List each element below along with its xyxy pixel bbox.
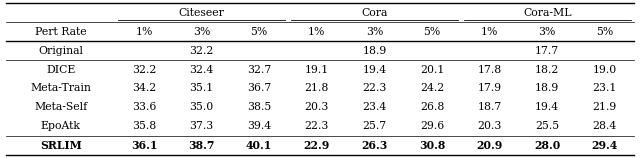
Text: 21.8: 21.8 bbox=[305, 83, 329, 94]
Text: 36.1: 36.1 bbox=[131, 140, 157, 151]
Text: 32.7: 32.7 bbox=[247, 64, 271, 75]
Text: 38.5: 38.5 bbox=[247, 102, 271, 112]
Text: 36.7: 36.7 bbox=[247, 83, 271, 94]
Text: 34.2: 34.2 bbox=[132, 83, 156, 94]
Text: 22.3: 22.3 bbox=[362, 83, 387, 94]
Text: Pert Rate: Pert Rate bbox=[35, 27, 86, 37]
Text: 20.9: 20.9 bbox=[477, 140, 503, 151]
Text: Meta-Self: Meta-Self bbox=[34, 102, 88, 112]
Text: SRLIM: SRLIM bbox=[40, 140, 82, 151]
Text: Cora: Cora bbox=[361, 8, 388, 18]
Text: 32.4: 32.4 bbox=[189, 64, 214, 75]
Text: 39.4: 39.4 bbox=[247, 121, 271, 131]
Text: 25.7: 25.7 bbox=[362, 121, 387, 131]
Text: 40.1: 40.1 bbox=[246, 140, 273, 151]
Text: 18.9: 18.9 bbox=[362, 46, 387, 56]
Text: 32.2: 32.2 bbox=[132, 64, 156, 75]
Text: 1%: 1% bbox=[136, 27, 153, 37]
Text: 22.9: 22.9 bbox=[304, 140, 330, 151]
Text: 18.7: 18.7 bbox=[477, 102, 502, 112]
Text: 35.8: 35.8 bbox=[132, 121, 156, 131]
Text: 3%: 3% bbox=[193, 27, 211, 37]
Text: 20.1: 20.1 bbox=[420, 64, 444, 75]
Text: 25.5: 25.5 bbox=[535, 121, 559, 131]
Text: DICE: DICE bbox=[46, 64, 76, 75]
Text: 23.1: 23.1 bbox=[593, 83, 617, 94]
Text: 28.0: 28.0 bbox=[534, 140, 561, 151]
Text: 30.8: 30.8 bbox=[419, 140, 445, 151]
Text: 17.9: 17.9 bbox=[477, 83, 502, 94]
Text: 21.9: 21.9 bbox=[593, 102, 617, 112]
Text: 1%: 1% bbox=[481, 27, 499, 37]
Text: 35.1: 35.1 bbox=[189, 83, 214, 94]
Text: 18.2: 18.2 bbox=[535, 64, 559, 75]
Text: Cora-ML: Cora-ML bbox=[523, 8, 572, 18]
Text: 26.8: 26.8 bbox=[420, 102, 444, 112]
Text: 26.3: 26.3 bbox=[361, 140, 388, 151]
Text: 35.0: 35.0 bbox=[189, 102, 214, 112]
Text: 32.2: 32.2 bbox=[189, 46, 214, 56]
Text: 19.4: 19.4 bbox=[535, 102, 559, 112]
Text: 37.3: 37.3 bbox=[189, 121, 214, 131]
Text: Citeseer: Citeseer bbox=[179, 8, 225, 18]
Text: 5%: 5% bbox=[596, 27, 613, 37]
Text: 24.2: 24.2 bbox=[420, 83, 444, 94]
Text: 38.7: 38.7 bbox=[188, 140, 215, 151]
Text: 1%: 1% bbox=[308, 27, 326, 37]
Text: 3%: 3% bbox=[538, 27, 556, 37]
Text: 29.6: 29.6 bbox=[420, 121, 444, 131]
Text: 19.4: 19.4 bbox=[362, 64, 387, 75]
Text: 17.7: 17.7 bbox=[535, 46, 559, 56]
Text: 17.8: 17.8 bbox=[477, 64, 502, 75]
Text: Original: Original bbox=[38, 46, 83, 56]
Text: 5%: 5% bbox=[424, 27, 441, 37]
Text: 22.3: 22.3 bbox=[305, 121, 329, 131]
Text: 33.6: 33.6 bbox=[132, 102, 156, 112]
Text: 19.0: 19.0 bbox=[593, 64, 617, 75]
Text: 19.1: 19.1 bbox=[305, 64, 329, 75]
Text: 28.4: 28.4 bbox=[593, 121, 617, 131]
Text: 5%: 5% bbox=[251, 27, 268, 37]
Text: 20.3: 20.3 bbox=[477, 121, 502, 131]
Text: Meta-Train: Meta-Train bbox=[30, 83, 92, 94]
Text: 20.3: 20.3 bbox=[305, 102, 329, 112]
Text: 3%: 3% bbox=[365, 27, 383, 37]
Text: 29.4: 29.4 bbox=[591, 140, 618, 151]
Text: EpoAtk: EpoAtk bbox=[41, 121, 81, 131]
Text: 23.4: 23.4 bbox=[362, 102, 387, 112]
Text: 18.9: 18.9 bbox=[535, 83, 559, 94]
